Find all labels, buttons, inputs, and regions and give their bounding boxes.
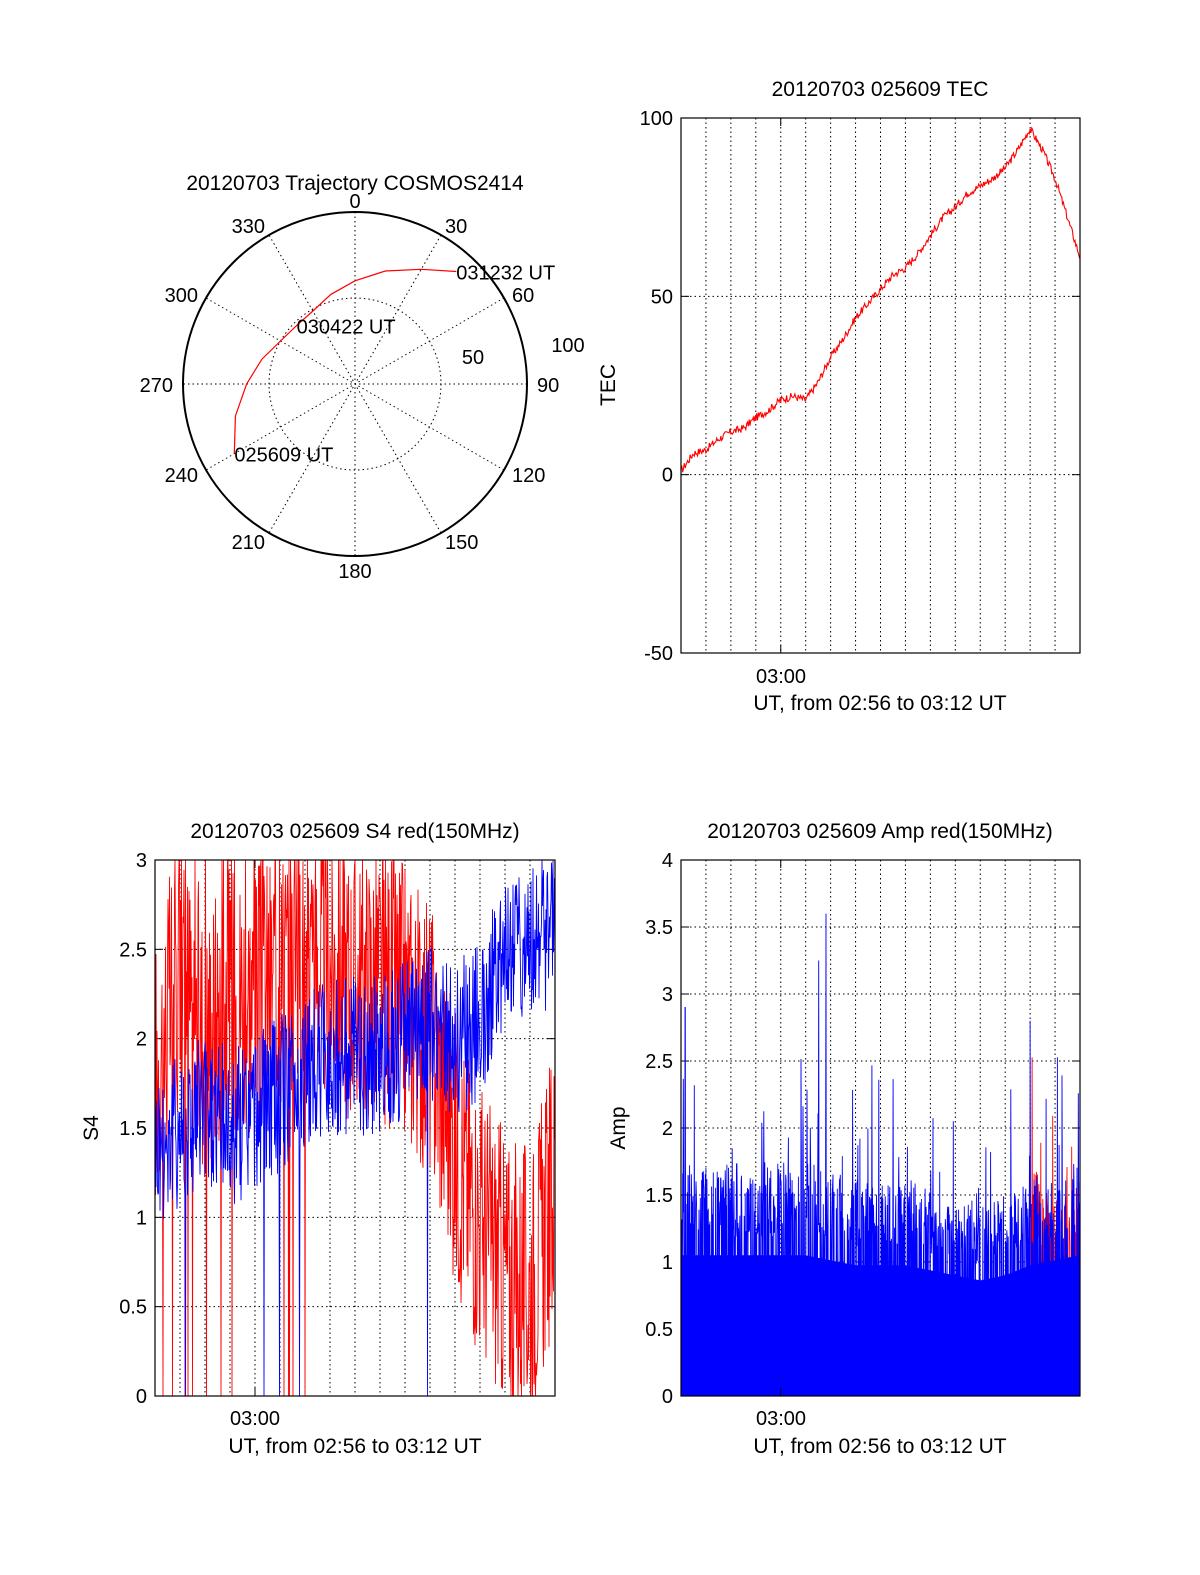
polar-azimuth-label: 120 [512,465,545,487]
polar-azimuth-label: 150 [445,532,478,554]
plot-frame [154,859,556,1397]
polar-radial-label: 50 [462,347,484,369]
y-tick-label: 2.5 [119,939,147,961]
amp-title: 20120703 025609 Amp red(150MHz) [707,820,1053,843]
polar-azimuth-label: 0 [349,191,360,213]
amp-xtick: 03:00 [756,1408,806,1430]
polar-azimuth-label: 210 [232,532,265,554]
tec-xlabel: UT, from 02:56 to 03:12 UT [753,692,1006,715]
y-tick-label: 1 [662,1252,673,1274]
polar-azimuth-label: 300 [165,285,198,307]
polar-azimuth-label: 60 [512,285,534,307]
s4-blue-series-line [154,859,555,1397]
amp-blue-series-line [680,913,1081,1396]
trajectory-title: 20120703 Trajectory COSMOS2414 [186,172,524,195]
y-tick-label: 2.5 [645,1051,673,1073]
y-tick-label: -50 [644,643,673,665]
y-tick-label: 1.5 [645,1185,673,1207]
polar-azimuth-label: 30 [445,216,467,238]
y-tick-label: 50 [651,286,673,308]
polar-azimuth-label: 90 [537,375,559,397]
s4-ylabel: S4 [80,1115,103,1141]
y-tick-label: 3.5 [645,917,673,939]
s4-panel: 20120703 025609 S4 red(150MHz) S4 03:00 … [80,820,556,1458]
polar-grid [182,211,528,557]
y-tick-label: 0.5 [645,1319,673,1341]
y-tick-label: 0 [136,1386,147,1408]
trajectory-polar-panel: 20120703 Trajectory COSMOS2414 0 30 60 90 12… [140,172,585,583]
polar-azimuth-label: 240 [165,465,198,487]
amp-panel: 20120703 025609 Amp red(150MHz) Amp 03:0… [607,820,1081,1458]
plot-frame [680,117,1081,654]
plot-frame [680,859,1081,1397]
trajectory-annotations: 031232 UT 030422 UT 025609 UT [234,263,555,467]
polar-azimuth-label: 180 [338,561,371,583]
trajectory-line [233,268,457,454]
trajectory-time-label: 030422 UT [297,317,396,339]
amp-xlabel: UT, from 02:56 to 03:12 UT [753,1435,1006,1458]
trajectory-series [233,268,457,454]
s4-xlabel: UT, from 02:56 to 03:12 UT [228,1435,481,1458]
y-tick-label: 1 [136,1207,147,1229]
tec-series-line [680,126,1081,473]
polar-radial-labels: 50 100 [462,335,585,369]
y-tick-label: 3 [662,984,673,1006]
y-tick-label: 1.5 [119,1118,147,1140]
amp-ylabel: Amp [607,1106,630,1149]
polar-azimuth-labels: 0 30 60 90 120 150 180 210 240 270 300 330 [140,191,560,583]
polar-azimuth-label: 270 [140,375,173,397]
s4-red-series-line [154,858,555,1397]
trajectory-time-label: 031232 UT [456,263,555,285]
y-tick-label: 0.5 [119,1297,147,1319]
y-tick-label: 2 [662,1118,673,1140]
polar-azimuth-label: 330 [232,216,265,238]
polar-spoke [268,234,442,534]
y-tick-label: 100 [640,108,673,130]
tec-ylabel: TEC [597,364,620,406]
s4-xtick: 03:00 [230,1408,280,1430]
s4-title: 20120703 025609 S4 red(150MHz) [190,820,519,843]
tec-panel: 20120703 025609 TEC TEC 03:00 UT, from 0… [597,78,1081,715]
tec-title: 20120703 025609 TEC [772,78,989,101]
trajectory-time-label: 025609 UT [234,445,333,467]
y-tick-label: 3 [136,850,147,872]
polar-radial-label: 100 [551,335,584,357]
y-tick-label: 0 [662,465,673,487]
y-tick-label: 0 [662,1386,673,1408]
y-tick-label: 4 [662,850,673,872]
y-tick-label: 2 [136,1029,147,1051]
tec-xtick: 03:00 [756,666,806,688]
